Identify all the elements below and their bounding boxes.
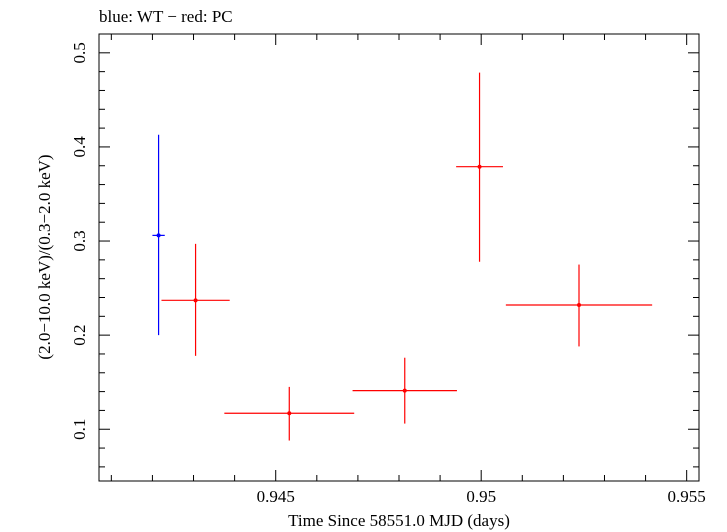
x-axis-title: Time Since 58551.0 MJD (days) bbox=[288, 511, 510, 530]
chart-title: blue: WT − red: PC bbox=[99, 7, 233, 26]
tick-labels: 0.945 0.95 0.955 0.1 0.2 0.3 0.4 0.5 bbox=[70, 42, 706, 506]
y-tick-label: 0.4 bbox=[70, 136, 89, 158]
axis-ticks bbox=[99, 33, 699, 481]
data-point bbox=[224, 386, 355, 441]
y-axis-title: (2.0−10.0 keV)/(0.3−2.0 keV) bbox=[35, 154, 54, 359]
y-tick-label: 0.1 bbox=[70, 419, 89, 440]
plot-frame bbox=[98, 33, 700, 482]
point-marker bbox=[287, 411, 292, 416]
data-point bbox=[152, 134, 165, 336]
y-tick-label: 0.5 bbox=[70, 42, 89, 63]
y-tick-label: 0.2 bbox=[70, 325, 89, 346]
series-pc bbox=[161, 72, 653, 441]
data-point bbox=[161, 243, 230, 356]
series-wt bbox=[152, 134, 165, 336]
y-tick-label: 0.3 bbox=[70, 230, 89, 251]
data-point bbox=[456, 72, 503, 262]
point-marker bbox=[402, 388, 407, 393]
x-tick-label: 0.945 bbox=[257, 487, 295, 506]
point-marker bbox=[193, 298, 198, 303]
data-point bbox=[352, 357, 457, 424]
x-tick-label: 0.95 bbox=[466, 487, 496, 506]
data-points bbox=[152, 72, 653, 441]
data-point bbox=[505, 264, 653, 347]
x-tick-label: 0.955 bbox=[668, 487, 706, 506]
point-marker bbox=[477, 164, 482, 169]
point-marker bbox=[577, 303, 581, 308]
point-marker bbox=[156, 233, 161, 238]
